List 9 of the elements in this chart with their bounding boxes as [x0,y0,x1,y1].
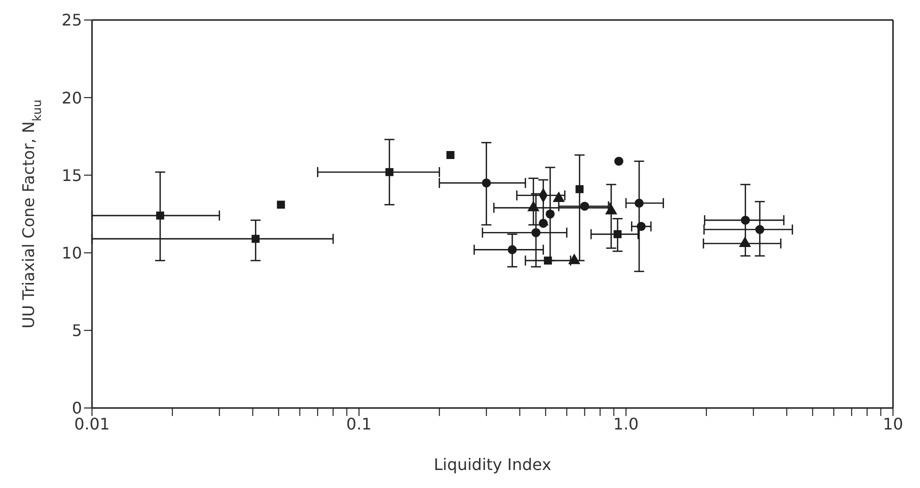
x-axis-title: Liquidity Index [434,455,552,474]
x-tick-label: 10 [882,414,904,434]
y-tick-label: 5 [72,321,82,340]
y-tick-label: 15 [62,166,82,185]
y-tick-label: 10 [62,243,82,262]
y-tick-label: 20 [62,88,82,108]
x-tick-label: 1.0 [613,414,639,434]
y-tick-label: 25 [62,10,82,30]
x-tick-label: 0.1 [346,414,372,434]
